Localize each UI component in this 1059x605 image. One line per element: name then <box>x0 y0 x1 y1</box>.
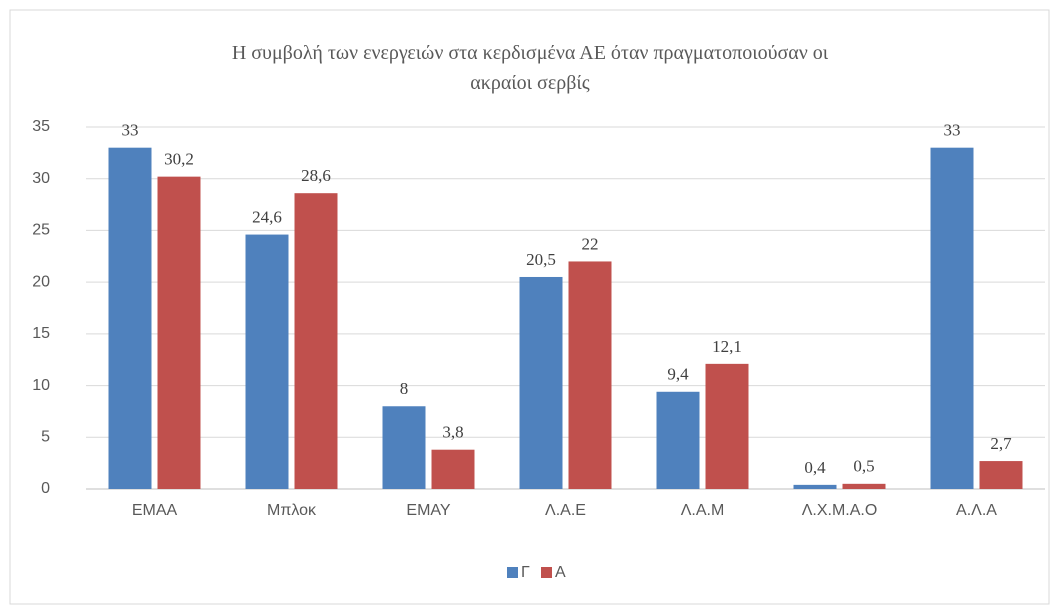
y-tick-label: 30 <box>32 170 50 187</box>
data-label: 12,1 <box>712 337 742 356</box>
bar <box>979 461 1023 489</box>
x-tick-label: Λ.Χ.Μ.Α.Ο <box>802 502 878 519</box>
x-tick-label: ΕΜΑΑ <box>132 502 178 519</box>
data-label: 2,7 <box>990 434 1012 453</box>
bar <box>568 261 612 489</box>
y-tick-label: 15 <box>32 325 50 342</box>
data-label: 0,4 <box>804 458 826 477</box>
x-tick-label: Μπλοκ <box>267 502 317 519</box>
y-tick-label: 35 <box>32 118 50 135</box>
legend-label: Α <box>555 564 566 581</box>
bar <box>294 193 338 490</box>
y-tick-label: 0 <box>41 480 50 497</box>
x-tick-label: Α.Λ.Α <box>956 502 997 519</box>
data-label: 0,5 <box>853 457 874 476</box>
bar <box>793 484 837 489</box>
data-label: 28,6 <box>301 166 331 185</box>
legend-label: Γ <box>521 564 530 581</box>
chart-title: Η συμβολή των ενεργειών στα κερδισμένα Α… <box>231 42 829 94</box>
legend-swatch <box>507 567 518 578</box>
y-tick-label: 10 <box>32 377 50 394</box>
bar <box>705 363 749 489</box>
data-label: 33 <box>122 121 139 140</box>
bar <box>930 147 974 489</box>
data-label: 30,2 <box>164 150 194 169</box>
data-label: 3,8 <box>442 423 463 442</box>
bar <box>108 147 152 489</box>
y-tick-label: 20 <box>32 273 50 290</box>
x-tick-label: Λ.Α.Μ <box>681 502 725 519</box>
x-tick-label: Λ.Α.Ε <box>545 502 586 519</box>
y-tick-label: 25 <box>32 222 50 239</box>
bar <box>431 449 475 489</box>
bar <box>157 176 201 489</box>
bar <box>519 276 563 489</box>
bar <box>245 234 289 489</box>
bar <box>382 406 426 489</box>
data-label: 20,5 <box>526 250 556 269</box>
bar <box>842 483 886 489</box>
data-label: 22 <box>582 234 599 253</box>
y-tick-label: 5 <box>41 429 50 446</box>
data-label: 24,6 <box>252 207 282 226</box>
x-tick-label: ΕΜΑΥ <box>406 502 450 519</box>
data-label: 33 <box>944 121 961 140</box>
legend-swatch <box>541 567 552 578</box>
data-label: 9,4 <box>667 365 689 384</box>
bar <box>656 391 700 489</box>
data-label: 8 <box>400 379 409 398</box>
